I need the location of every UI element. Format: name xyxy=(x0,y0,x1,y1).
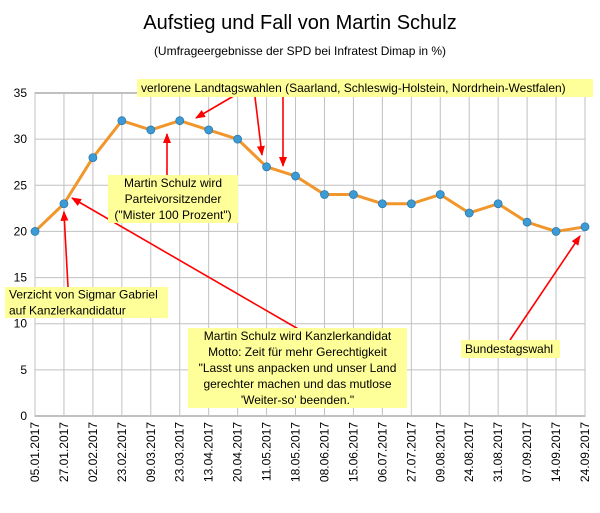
annotation-parteivorsitzender: Martin Schulz wird Parteivorsitzender ("Mi… xyxy=(108,175,238,223)
data-point xyxy=(59,199,69,209)
annotation-text: Parteivorsitzender xyxy=(125,192,222,206)
annotation-text: ("Mister 100 Prozent") xyxy=(114,208,231,222)
x-tick-label: 06.07.2017 xyxy=(375,422,389,482)
annotation-bundestagswahl: Bundestagswahl xyxy=(461,340,560,358)
data-point xyxy=(117,116,127,126)
annotation-arrow xyxy=(60,210,69,288)
annotations: Verzicht von Sigmar Gabriel auf Kanzlerka… xyxy=(5,79,593,408)
data-point xyxy=(175,116,185,126)
x-tick-label: 02.02.2017 xyxy=(86,422,100,482)
annotation-kanzlerkandidat: Martin Schulz wird Kanzlerkandidat Motto:… xyxy=(188,328,407,408)
x-tick-label: 24.08.2017 xyxy=(462,422,476,482)
x-tick-label: 15.06.2017 xyxy=(346,422,360,482)
x-tick-label: 14.09.2017 xyxy=(549,422,563,482)
y-tick-label: 5 xyxy=(20,363,27,377)
y-tick-label: 10 xyxy=(14,317,28,331)
annotation-landtagswahlen: verlorene Landtagswahlen (Saarland, Schl… xyxy=(137,79,593,97)
data-point xyxy=(551,227,561,236)
x-tick-label: 07.09.2017 xyxy=(520,422,534,482)
annotation-box xyxy=(5,287,168,318)
annotation-text: Martin Schulz wird Kanzlerkandidat xyxy=(204,329,392,343)
x-tick-label: 20.04.2017 xyxy=(231,422,245,482)
annotation-text: Motto: Zeit für mehr Gerechtigkeit xyxy=(208,345,387,359)
data-point xyxy=(406,199,416,209)
chart-subtitle: (Umfrageergebnisse der SPD bei Infratest… xyxy=(154,44,446,58)
data-point xyxy=(377,199,387,209)
data-point xyxy=(291,171,300,181)
data-point xyxy=(580,222,590,232)
x-tick-label: 09.03.2017 xyxy=(144,422,158,482)
annotation-text: verlorene Landtagswahlen (Saarland, Schl… xyxy=(141,81,566,95)
x-tick-label: 05.01.2017 xyxy=(28,422,42,482)
y-axis-tick-labels: 0 5 10 15 20 25 30 35 xyxy=(14,86,28,423)
y-tick-label: 25 xyxy=(14,178,28,192)
data-point xyxy=(30,227,40,236)
data-point xyxy=(88,153,98,163)
data-point xyxy=(522,217,532,227)
data-point xyxy=(349,190,358,199)
x-tick-label: 31.08.2017 xyxy=(491,422,505,482)
annotation-text: Martin Schulz wird xyxy=(124,176,222,190)
annotation-box xyxy=(108,175,238,223)
x-tick-label: 08.06.2017 xyxy=(317,422,331,482)
annotation-box xyxy=(137,79,593,97)
x-tick-label: 27.01.2017 xyxy=(57,422,71,482)
y-tick-label: 20 xyxy=(14,224,28,238)
annotation-box xyxy=(188,328,407,408)
x-tick-label: 11.05.2017 xyxy=(260,422,274,481)
x-tick-label: 23.03.2017 xyxy=(173,422,187,482)
data-point xyxy=(233,134,243,144)
y-tick-label: 15 xyxy=(14,271,28,285)
annotation-text: gerechter machen und das mutlose xyxy=(203,377,391,391)
data-point xyxy=(320,190,329,199)
x-tick-label: 27.07.2017 xyxy=(404,422,418,482)
y-tick-label: 0 xyxy=(20,409,27,423)
annotation-text: 'Weiter-so' beenden." xyxy=(241,393,354,407)
data-point xyxy=(262,162,271,172)
x-tick-label: 13.04.2017 xyxy=(202,422,216,482)
chart-title: Aufstieg und Fall von Martin Schulz xyxy=(143,12,457,34)
annotation-arrow xyxy=(509,235,581,341)
data-point xyxy=(204,125,214,135)
annotation-text: Verzicht von Sigmar Gabriel xyxy=(9,288,158,302)
data-point xyxy=(493,199,503,209)
data-point xyxy=(435,190,445,199)
data-point xyxy=(464,208,474,218)
annotation-arrows xyxy=(60,93,581,341)
x-tick-label: 09.08.2017 xyxy=(433,422,447,482)
x-tick-label: 24.09.2017 xyxy=(578,422,592,482)
y-tick-label: 30 xyxy=(14,132,28,146)
annotation-text: "Lasst uns anpacken und unser Land xyxy=(199,361,397,375)
annotation-text: auf Kanzlerkandidatur xyxy=(9,304,126,318)
annotation-kandidatur-verzicht: Verzicht von Sigmar Gabriel auf Kanzlerka… xyxy=(5,287,168,318)
x-tick-label: 23.02.2017 xyxy=(115,422,129,482)
series-line xyxy=(33,119,586,233)
annotation-arrow xyxy=(254,96,265,156)
annotation-text: Bundestagswahl xyxy=(465,342,553,356)
grid-lines xyxy=(34,93,586,416)
y-tick-label: 35 xyxy=(14,86,28,100)
annotation-arrow xyxy=(195,93,238,119)
data-point xyxy=(146,125,156,135)
x-axis-tick-labels: 05.01.2017 27.01.2017 02.02.2017 23.02.2017… xyxy=(28,422,592,482)
series-points xyxy=(30,116,590,236)
x-tick-label: 18.05.2017 xyxy=(289,422,303,482)
annotation-box xyxy=(461,340,560,358)
